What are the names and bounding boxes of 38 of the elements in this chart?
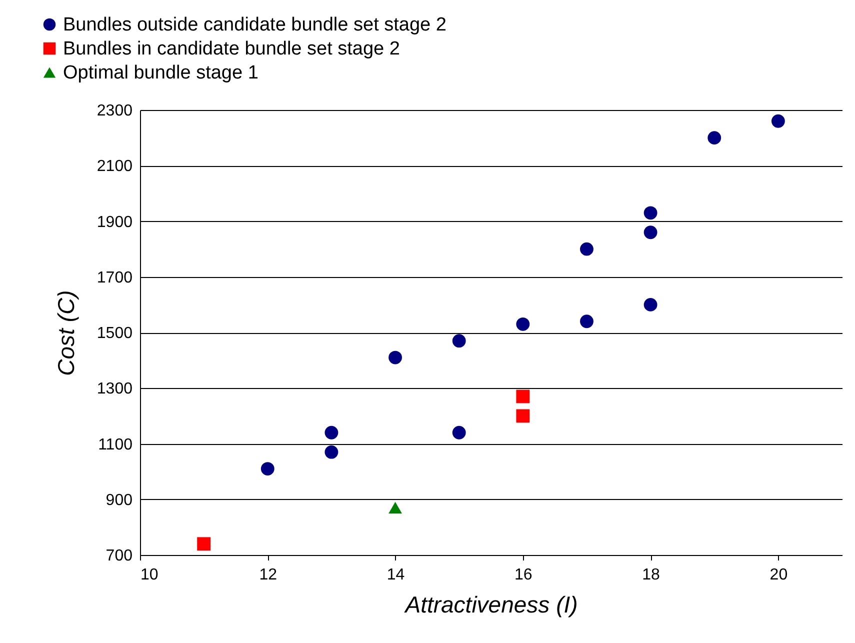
point: [644, 206, 658, 220]
x-tick-label: 14: [386, 566, 405, 584]
point: [771, 114, 785, 128]
y-tick-label: 1700: [96, 269, 133, 286]
point: [708, 131, 722, 145]
x-axis-title: Attractiveness (I): [403, 592, 578, 618]
point: [388, 502, 402, 514]
point: [644, 226, 658, 240]
legend-label: Bundles outside candidate bundle set stage 2: [63, 14, 446, 36]
point: [452, 426, 466, 440]
x-tick-label: 12: [259, 566, 278, 584]
y-tick-label: 2300: [96, 102, 133, 120]
point: [580, 314, 594, 328]
y-tick-label: 1300: [96, 380, 133, 398]
x-tick-label: 10: [140, 566, 158, 584]
point: [388, 350, 402, 364]
point: [324, 426, 338, 440]
point: [516, 390, 530, 404]
x-tick-label: 16: [514, 566, 532, 584]
legend-label: Optimal bundle stage 1: [63, 62, 258, 84]
y-tick-label: 2100: [96, 158, 133, 176]
y-tick-label: 700: [106, 548, 133, 564]
x-tick-label: 20: [770, 566, 788, 584]
point: [452, 334, 466, 348]
point: [580, 242, 594, 256]
y-tick-label: 1900: [96, 214, 133, 231]
point: [197, 537, 211, 551]
x-tick-label: 18: [642, 566, 660, 584]
point: [260, 462, 274, 476]
point: [644, 298, 658, 312]
y-axis-title: Cost (C): [52, 290, 79, 376]
y-tick-label: 1100: [98, 436, 133, 454]
y-tick-label: 1500: [96, 325, 133, 342]
legend-label: Bundles in candidate bundle set stage 2: [63, 38, 400, 60]
y-tick-label: 900: [106, 492, 133, 509]
point: [516, 317, 530, 331]
point: [516, 409, 530, 423]
point: [324, 445, 338, 459]
